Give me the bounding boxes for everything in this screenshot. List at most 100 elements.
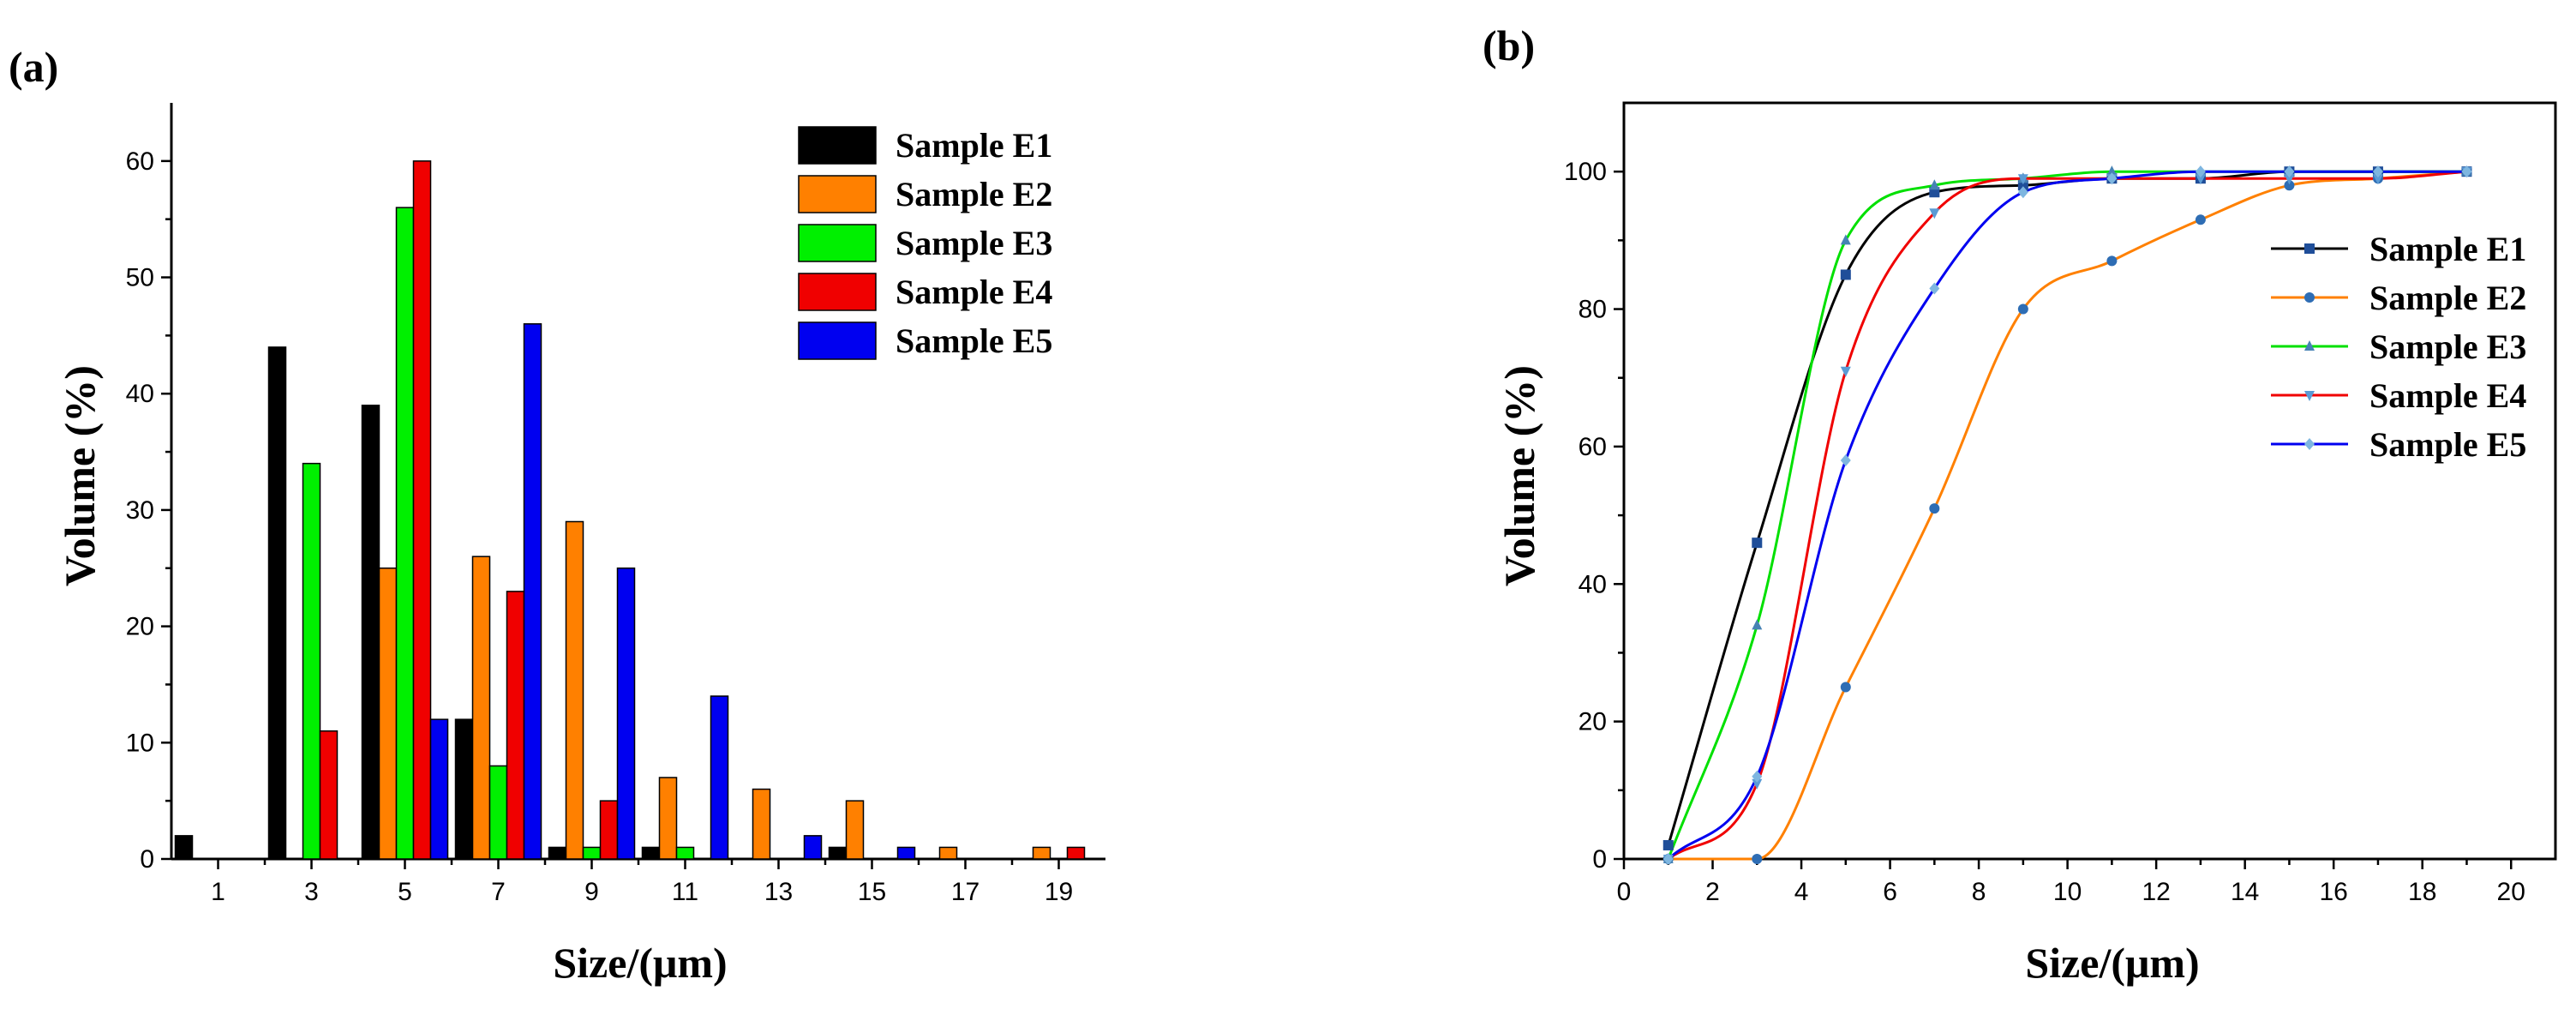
legend-swatch: [798, 273, 877, 311]
bar: [565, 520, 584, 860]
data-point: [1840, 269, 1851, 280]
line-x-tick-label: 20: [2497, 878, 2525, 906]
line-x-axis-label: Size/(μm): [2025, 939, 2199, 987]
bar: [488, 765, 508, 860]
bar: [361, 405, 380, 860]
data-point: [2284, 180, 2295, 191]
bar: [429, 718, 449, 860]
bar: [471, 556, 491, 860]
data-point: [1929, 179, 1940, 190]
series-line: [1667, 170, 2467, 861]
data-point: [1929, 282, 1940, 295]
data-point: [1752, 854, 1763, 864]
data-point: [1929, 208, 1940, 219]
bar-x-tick-label: 1: [211, 878, 225, 906]
line-y-tick-label: 100: [1564, 158, 1607, 186]
bar: [506, 591, 525, 860]
bar: [302, 462, 321, 860]
bar: [523, 323, 542, 860]
data-point: [1929, 187, 1940, 198]
bar-y-axis-label: Volume (%): [56, 365, 104, 586]
bar: [675, 846, 695, 860]
bar: [803, 835, 823, 860]
data-point: [2017, 303, 2028, 315]
data-point: [2372, 174, 2383, 185]
legend-label: Sample E3: [2369, 327, 2526, 366]
bar: [1066, 846, 1086, 860]
line-x-tick-label: 4: [1794, 878, 1809, 906]
data-point: [2017, 186, 2028, 199]
legend-label: Sample E2: [2369, 279, 2526, 317]
line-x-tick-label: 10: [2053, 878, 2082, 906]
bar-y-tick-label: 50: [126, 264, 154, 292]
bar: [896, 846, 916, 860]
bar-y-tick-label: 10: [126, 729, 154, 757]
data-point: [2372, 165, 2383, 178]
bar-x-axis-label: Size/(μm): [553, 939, 727, 987]
bar-x-tick-label: 5: [398, 878, 412, 906]
bar: [845, 800, 865, 860]
bar: [412, 160, 432, 860]
bar: [710, 695, 729, 860]
bar-x-tick-label: 9: [584, 878, 599, 906]
legend-label: Sample E2: [896, 175, 1052, 213]
line-y-tick-label: 60: [1579, 433, 1607, 461]
panel-b: (b) 0 20 40 60 80 100 0 2 4 6 8 10 12 14 16 18 20 Size/(…: [1483, 21, 2557, 987]
bar: [641, 846, 661, 860]
data-point: [1840, 366, 1851, 377]
bar: [582, 846, 602, 860]
data-point: [1662, 853, 1674, 865]
data-point: [2017, 180, 2028, 191]
line-x-tick-label: 6: [1883, 878, 1897, 906]
data-point: [1752, 538, 1763, 549]
bar: [548, 846, 567, 860]
legend-label: Sample E5: [2369, 425, 2526, 464]
bar-y-tick-label: 0: [140, 845, 154, 874]
data-point: [1840, 234, 1851, 245]
data-point: [2017, 174, 2028, 185]
bar-y-tick-label: 30: [126, 496, 154, 525]
bar: [752, 788, 771, 860]
data-point: [1929, 503, 1940, 514]
bar-x-tick-label: 13: [764, 878, 793, 906]
data-point: [1662, 839, 1674, 850]
bar-x-tick-label: 11: [672, 878, 698, 906]
bar: [828, 846, 848, 860]
legend-swatch: [798, 224, 877, 262]
line-legend: Sample E1 Sample E2 Sample E3 Sample E4 Samp…: [2271, 230, 2526, 464]
line-x-tick-label: 16: [2320, 878, 2348, 906]
line-x-tick-label: 8: [1972, 878, 1986, 906]
legend-swatch: [798, 126, 877, 165]
bar-y-tick-label: 60: [126, 147, 154, 176]
legend-label: Sample E4: [2369, 376, 2526, 415]
bar-x-tick-label: 7: [491, 878, 506, 906]
bar-y-tick-label: 20: [126, 613, 154, 641]
line-x-tick-label: 2: [1705, 878, 1720, 906]
data-point: [1752, 770, 1763, 783]
bar: [267, 346, 287, 860]
bar: [616, 568, 636, 860]
legend-label: Sample E1: [896, 126, 1052, 165]
data-point: [2195, 214, 2206, 225]
data-point: [1840, 682, 1851, 693]
data-point: [2304, 340, 2315, 351]
series-line: [1667, 170, 2467, 861]
bar-x-tick-label: 19: [1045, 878, 1073, 906]
data-point: [1752, 778, 1763, 790]
series-line: [1667, 170, 2467, 846]
data-point: [2106, 255, 2118, 267]
bar: [378, 568, 398, 860]
line-y-tick-label: 40: [1579, 570, 1607, 598]
bar-x-tick-label: 17: [951, 878, 979, 906]
data-point: [2284, 165, 2295, 178]
bar: [454, 718, 474, 860]
data-point: [1840, 453, 1851, 466]
data-point: [2304, 243, 2315, 254]
legend-swatch: [798, 321, 877, 360]
data-point: [2304, 292, 2315, 303]
legend-label: Sample E5: [896, 321, 1052, 360]
data-point: [2106, 165, 2118, 177]
